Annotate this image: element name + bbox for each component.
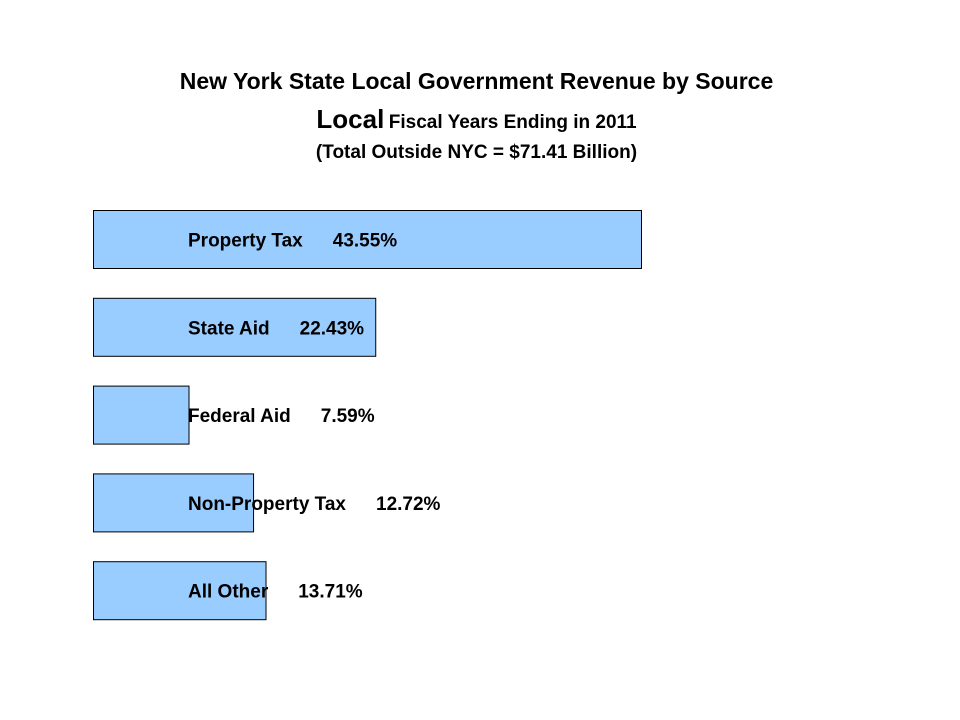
value-label: 7.59% <box>321 406 375 427</box>
value-label: 43.55% <box>333 231 398 252</box>
bar-label-property-tax: Property Tax 43.55% <box>188 231 397 252</box>
bar-property-tax <box>93 210 642 269</box>
bar-label-federal-aid: Federal Aid 7.59% <box>188 406 375 427</box>
bar-federal-aid <box>93 385 190 445</box>
category-label: Non-Property Tax <box>188 494 346 515</box>
bar-label-all-other: All Other 13.71% <box>188 582 363 603</box>
category-label: Property Tax <box>188 231 303 252</box>
category-label: All Other <box>188 582 269 603</box>
chart-subtitle: Local Fiscal Years Ending in 2011 <box>0 102 953 141</box>
bar-non-property-tax <box>93 473 255 533</box>
category-label: Federal Aid <box>188 406 291 427</box>
bar-label-non-property-tax: Non-Property Tax 12.72% <box>188 494 441 515</box>
bar-label-state-aid: State Aid 22.43% <box>188 318 364 339</box>
chart-title: New York State Local Government Revenue … <box>179 68 774 94</box>
bar-all-other <box>93 561 267 621</box>
value-label: 13.71% <box>298 582 363 603</box>
value-label: 12.72% <box>376 494 441 515</box>
chart-subtitle-total: (Total Outside NYC = $71.41 Billion) <box>315 142 638 163</box>
chart-subtitle-rest: Fiscal Years Ending in 2011 <box>388 112 637 133</box>
chart-subtitle-lead: Local <box>316 104 385 134</box>
category-label: State Aid <box>188 318 270 339</box>
bar-state-aid <box>93 297 377 357</box>
value-label: 22.43% <box>300 318 365 339</box>
